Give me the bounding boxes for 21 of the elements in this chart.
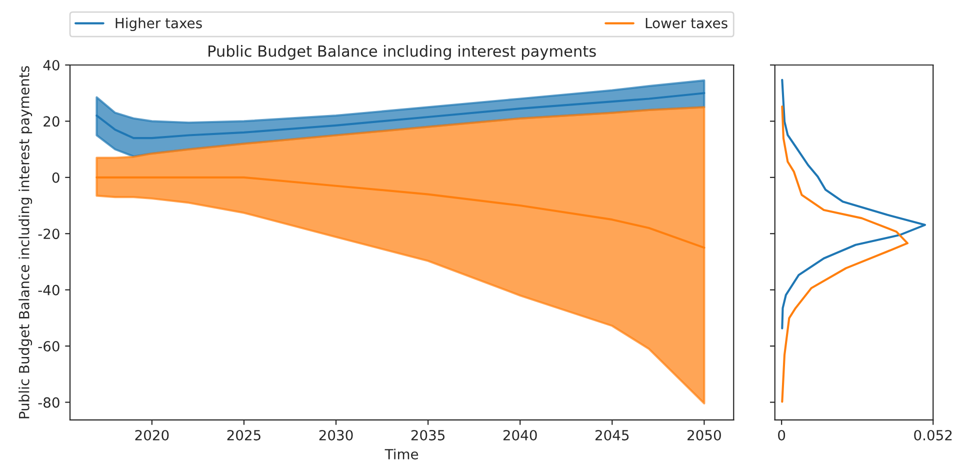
y-tick-label: 20 bbox=[44, 116, 60, 127]
x-tick-label: 2030 bbox=[319, 430, 353, 440]
y-tick-label: -20 bbox=[38, 228, 60, 240]
y-tick-label: -60 bbox=[38, 341, 60, 352]
x-tick-label: 2020 bbox=[135, 430, 169, 440]
y-tick-label: -80 bbox=[38, 397, 60, 408]
y-tick-label: 40 bbox=[43, 60, 60, 70]
x-axis-title: Time bbox=[384, 448, 418, 460]
x-tick-label: 2025 bbox=[227, 430, 260, 440]
legend-label: Higher taxes bbox=[116, 18, 202, 32]
y-tick-label: 0 bbox=[52, 172, 60, 183]
x-tick-label: 0 bbox=[778, 430, 786, 440]
chart-title: Public Budget Balance including interest payments bbox=[208, 45, 596, 60]
y-tick-label: -40 bbox=[38, 284, 60, 296]
x-tick-label: 2045 bbox=[595, 430, 629, 440]
x-tick-label: 0.052 bbox=[914, 430, 952, 440]
x-tick-label: 2040 bbox=[503, 430, 537, 440]
x-tick-label: 2035 bbox=[411, 430, 445, 440]
y-axis-title: Public Budget Balance including interest payments bbox=[18, 66, 32, 418]
legend-label: Lower taxes bbox=[646, 18, 728, 28]
x-tick-label: 2050 bbox=[688, 430, 721, 440]
